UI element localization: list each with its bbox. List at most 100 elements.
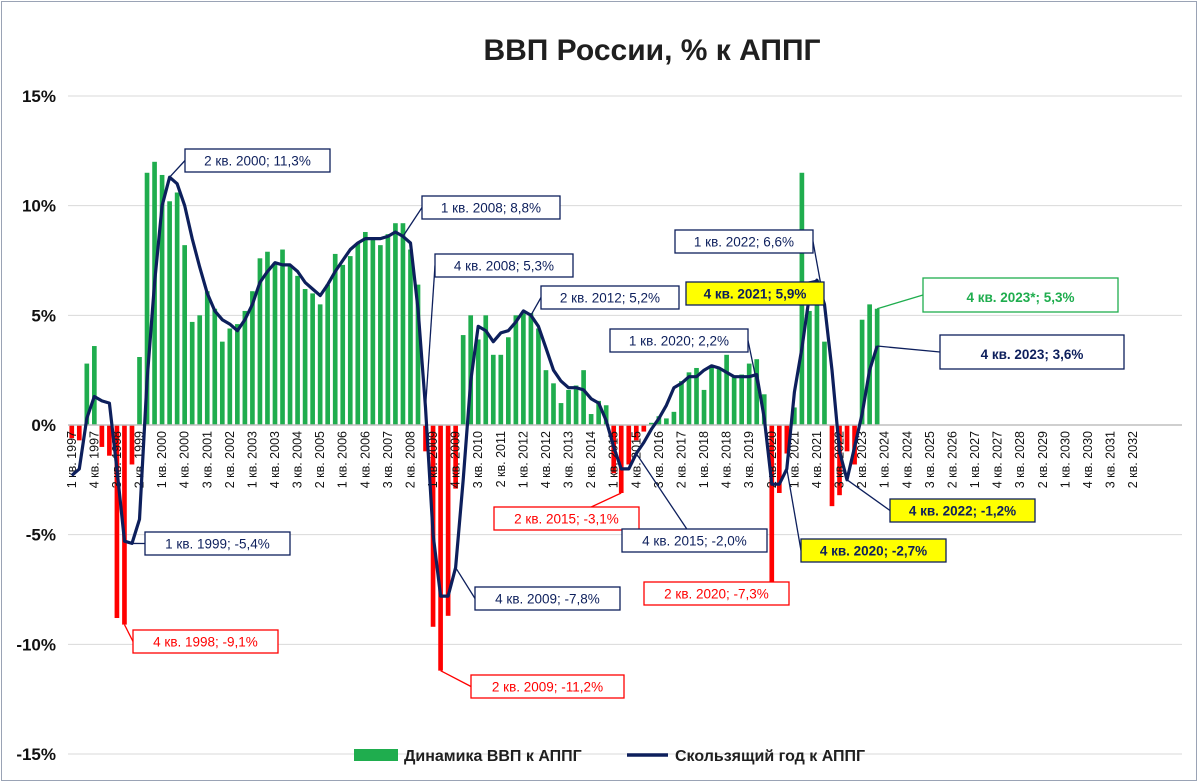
x-tick-label: 4 кв. 2018 xyxy=(720,431,734,488)
x-tick-label: 1 кв. 1997 xyxy=(65,431,79,488)
gdp-bar xyxy=(265,251,270,425)
gdp-bar xyxy=(340,264,346,425)
gdp-bar xyxy=(746,363,752,425)
legend-label-line: Скользящий год к АППГ xyxy=(675,748,865,765)
gdp-bar xyxy=(144,172,150,425)
x-tick-label: 3 кв. 2025 xyxy=(923,431,937,488)
annotation-box xyxy=(621,528,768,553)
gdp-bar xyxy=(310,293,315,425)
annotation-leader-line xyxy=(440,670,472,688)
gdp-bar xyxy=(867,304,872,425)
annotation-label: 4 кв. 2015; -2,0% xyxy=(642,533,747,548)
gdp-bar xyxy=(731,376,737,425)
gdp-bar xyxy=(362,231,368,425)
annotation-label: 1 кв. 2022; 6,6% xyxy=(694,234,794,249)
x-tick-label: 1 кв. 2003 xyxy=(245,431,259,488)
annotation-label: 4 кв. 1998; -9,1% xyxy=(153,634,258,649)
x-tick-label: 3 кв. 2022 xyxy=(833,431,847,488)
x-tick-label: 1 кв. 2000 xyxy=(155,431,169,488)
annotation-leader-line xyxy=(846,479,891,512)
gdp-bar xyxy=(776,425,782,493)
gdp-bar xyxy=(536,328,541,425)
gdp-bar xyxy=(355,242,361,425)
annotation-leader-line xyxy=(876,294,924,310)
x-tick-label: 4 кв. 2012 xyxy=(539,431,553,488)
x-tick-label: 1 кв. 2030 xyxy=(1058,431,1072,488)
x-tick-label: 2 кв. 2005 xyxy=(313,431,327,488)
annotation-box xyxy=(474,586,621,611)
annotation-label: 4 кв. 2021; 5,9% xyxy=(704,286,807,301)
annotation-label: 1 кв. 1999; -5,4% xyxy=(165,536,270,551)
annotation-label: 1 кв. 2008; 8,8% xyxy=(441,200,541,215)
gdp-bar xyxy=(724,354,729,425)
gdp-bar xyxy=(505,337,511,425)
x-tick-label: 1 кв. 2027 xyxy=(968,431,982,488)
annotation-leader-line xyxy=(123,624,134,642)
gdp-bar xyxy=(167,201,172,425)
annotation-callout: 2 кв. 2020; -7,3% xyxy=(643,581,790,606)
annotation-callout: 4 кв. 1998; -9,1% xyxy=(123,624,279,654)
legend-swatch-bars xyxy=(354,749,398,761)
gdp-bar xyxy=(257,258,263,425)
annotation-label: 4 кв. 2023*; 5,3% xyxy=(966,290,1074,305)
x-tick-label: 2 кв. 2011 xyxy=(494,431,508,487)
gdp-bar xyxy=(844,425,850,452)
gdp-bar xyxy=(874,308,880,425)
annotation-callout: 4 кв. 2023; 3,6% xyxy=(877,334,1125,370)
gdp-bar xyxy=(107,425,112,456)
gdp-bar xyxy=(581,370,586,425)
x-tick-label: 4 кв. 2030 xyxy=(1081,431,1095,488)
annotation-leader-line xyxy=(402,207,423,237)
legend-label-bars: Динамика ВВП к АППГ xyxy=(404,748,582,765)
gdp-bar xyxy=(573,385,579,425)
x-tick-label: 3 кв. 2007 xyxy=(381,431,395,488)
gdp-bar xyxy=(453,425,458,489)
gdp-bar xyxy=(837,425,842,496)
gdp-bar xyxy=(438,425,443,671)
annotation-leader-line xyxy=(169,160,186,178)
gdp-bar xyxy=(769,425,775,586)
x-tick-label: 4 кв. 2027 xyxy=(991,431,1005,488)
x-tick-label: 1 кв. 2006 xyxy=(336,431,350,488)
annotation-box xyxy=(889,498,1036,523)
x-tick-label: 2 кв. 2032 xyxy=(1126,431,1140,488)
x-tick-label: 1 кв. 2021 xyxy=(787,431,801,488)
annotation-label: 2 кв. 2009; -11,2% xyxy=(492,679,603,694)
gdp-bar xyxy=(588,414,594,425)
annotation-leader-line xyxy=(455,567,476,599)
gdp-bar xyxy=(739,374,745,425)
x-tick-label: 1 кв. 2024 xyxy=(878,431,892,488)
gdp-bar xyxy=(716,367,722,425)
x-tick-label: 3 кв. 2013 xyxy=(562,431,576,488)
gdp-bar xyxy=(814,280,820,425)
annotation-box xyxy=(609,328,749,353)
gdp-bar xyxy=(272,262,278,425)
annotation-label: 4 кв. 2009; -7,8% xyxy=(495,591,600,606)
annotation-label: 2 кв. 2020; -7,3% xyxy=(664,586,769,601)
x-tick-label: 1 кв. 2012 xyxy=(516,431,530,488)
gdp-bar xyxy=(701,389,707,425)
annotation-callout: 4 кв. 2020; -2,7% xyxy=(786,468,947,563)
gdp-bar xyxy=(543,370,549,425)
gdp-bar xyxy=(92,346,97,425)
x-tick-label: 2 кв. 2014 xyxy=(584,431,598,488)
gdp-bar xyxy=(483,315,489,425)
gdp-bar xyxy=(84,363,90,425)
gdp-bar xyxy=(415,284,421,425)
annotation-leader-line xyxy=(530,297,542,316)
annotation-callout: 2 кв. 2000; 11,3% xyxy=(169,148,331,178)
annotation-box xyxy=(939,334,1125,370)
gdp-bar xyxy=(498,354,504,425)
gdp-bar xyxy=(182,245,188,425)
gdp-bar xyxy=(114,425,120,619)
gdp-bar xyxy=(76,425,82,441)
x-tick-label: 4 кв. 1997 xyxy=(87,431,101,488)
gdp-bar xyxy=(558,403,564,425)
annotation-box xyxy=(922,277,1119,313)
gdp-bar xyxy=(829,425,835,507)
annotation-label: 4 кв. 2022; -1,2% xyxy=(909,503,1016,518)
gdp-bar xyxy=(287,264,293,425)
x-tick-label: 3 кв. 2016 xyxy=(652,431,666,488)
x-tick-label: 1 кв. 2015 xyxy=(607,431,621,488)
